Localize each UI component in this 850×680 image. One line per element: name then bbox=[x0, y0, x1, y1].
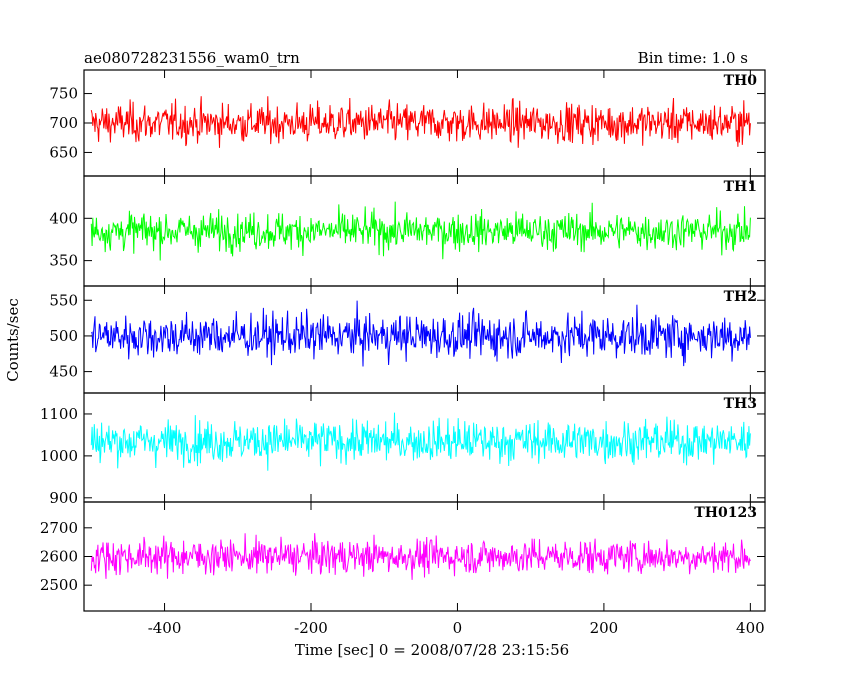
panel-frame bbox=[83, 501, 766, 612]
y-tick-label: 350 bbox=[49, 252, 78, 270]
y-tick-label: 500 bbox=[49, 327, 78, 345]
y-tick-label: 2700 bbox=[40, 519, 78, 537]
series-line-th0123 bbox=[90, 533, 751, 580]
series-line-th1 bbox=[90, 201, 751, 261]
y-tick-label: 1000 bbox=[40, 447, 78, 465]
y-tick-label: 450 bbox=[49, 363, 78, 381]
panel-label-th0123: TH0123 bbox=[694, 505, 757, 521]
panel-label-th0: TH0 bbox=[724, 73, 758, 89]
bin-time-label: Bin time: 1.0 s bbox=[638, 49, 748, 67]
chart-title: ae080728231556_wam0_trn bbox=[84, 49, 300, 67]
panels-group: 650 700 750 TH0 350 400 TH1 450 500 550 TH2 900 1000… bbox=[40, 69, 766, 637]
x-tick-label: 200 bbox=[590, 619, 619, 637]
y-axis-label: Counts/sec bbox=[4, 298, 22, 382]
series-line-th0 bbox=[90, 96, 751, 148]
y-tick-label: 650 bbox=[49, 143, 78, 161]
series-line-th2 bbox=[90, 300, 751, 367]
y-tick-label: 400 bbox=[49, 209, 78, 227]
y-tick-label: 2600 bbox=[40, 548, 78, 566]
y-tick-label: 1100 bbox=[40, 405, 78, 423]
panel-label-th2: TH2 bbox=[724, 289, 757, 305]
y-tick-label: 700 bbox=[49, 114, 78, 132]
x-tick-label: 400 bbox=[736, 619, 765, 637]
panel-label-th1: TH1 bbox=[724, 179, 757, 195]
x-tick-label: 0 bbox=[453, 619, 463, 637]
x-tick-label: -200 bbox=[294, 619, 328, 637]
y-tick-label: 750 bbox=[49, 85, 78, 103]
x-tick-label: -400 bbox=[148, 619, 182, 637]
y-tick-label: 900 bbox=[49, 489, 78, 507]
panel-label-th3: TH3 bbox=[724, 396, 757, 412]
series-line-th3 bbox=[90, 412, 751, 471]
x-axis-label: Time [sec] 0 = 2008/07/28 23:15:56 bbox=[295, 641, 569, 659]
y-tick-label: 2500 bbox=[40, 576, 78, 594]
y-tick-label: 550 bbox=[49, 291, 78, 309]
